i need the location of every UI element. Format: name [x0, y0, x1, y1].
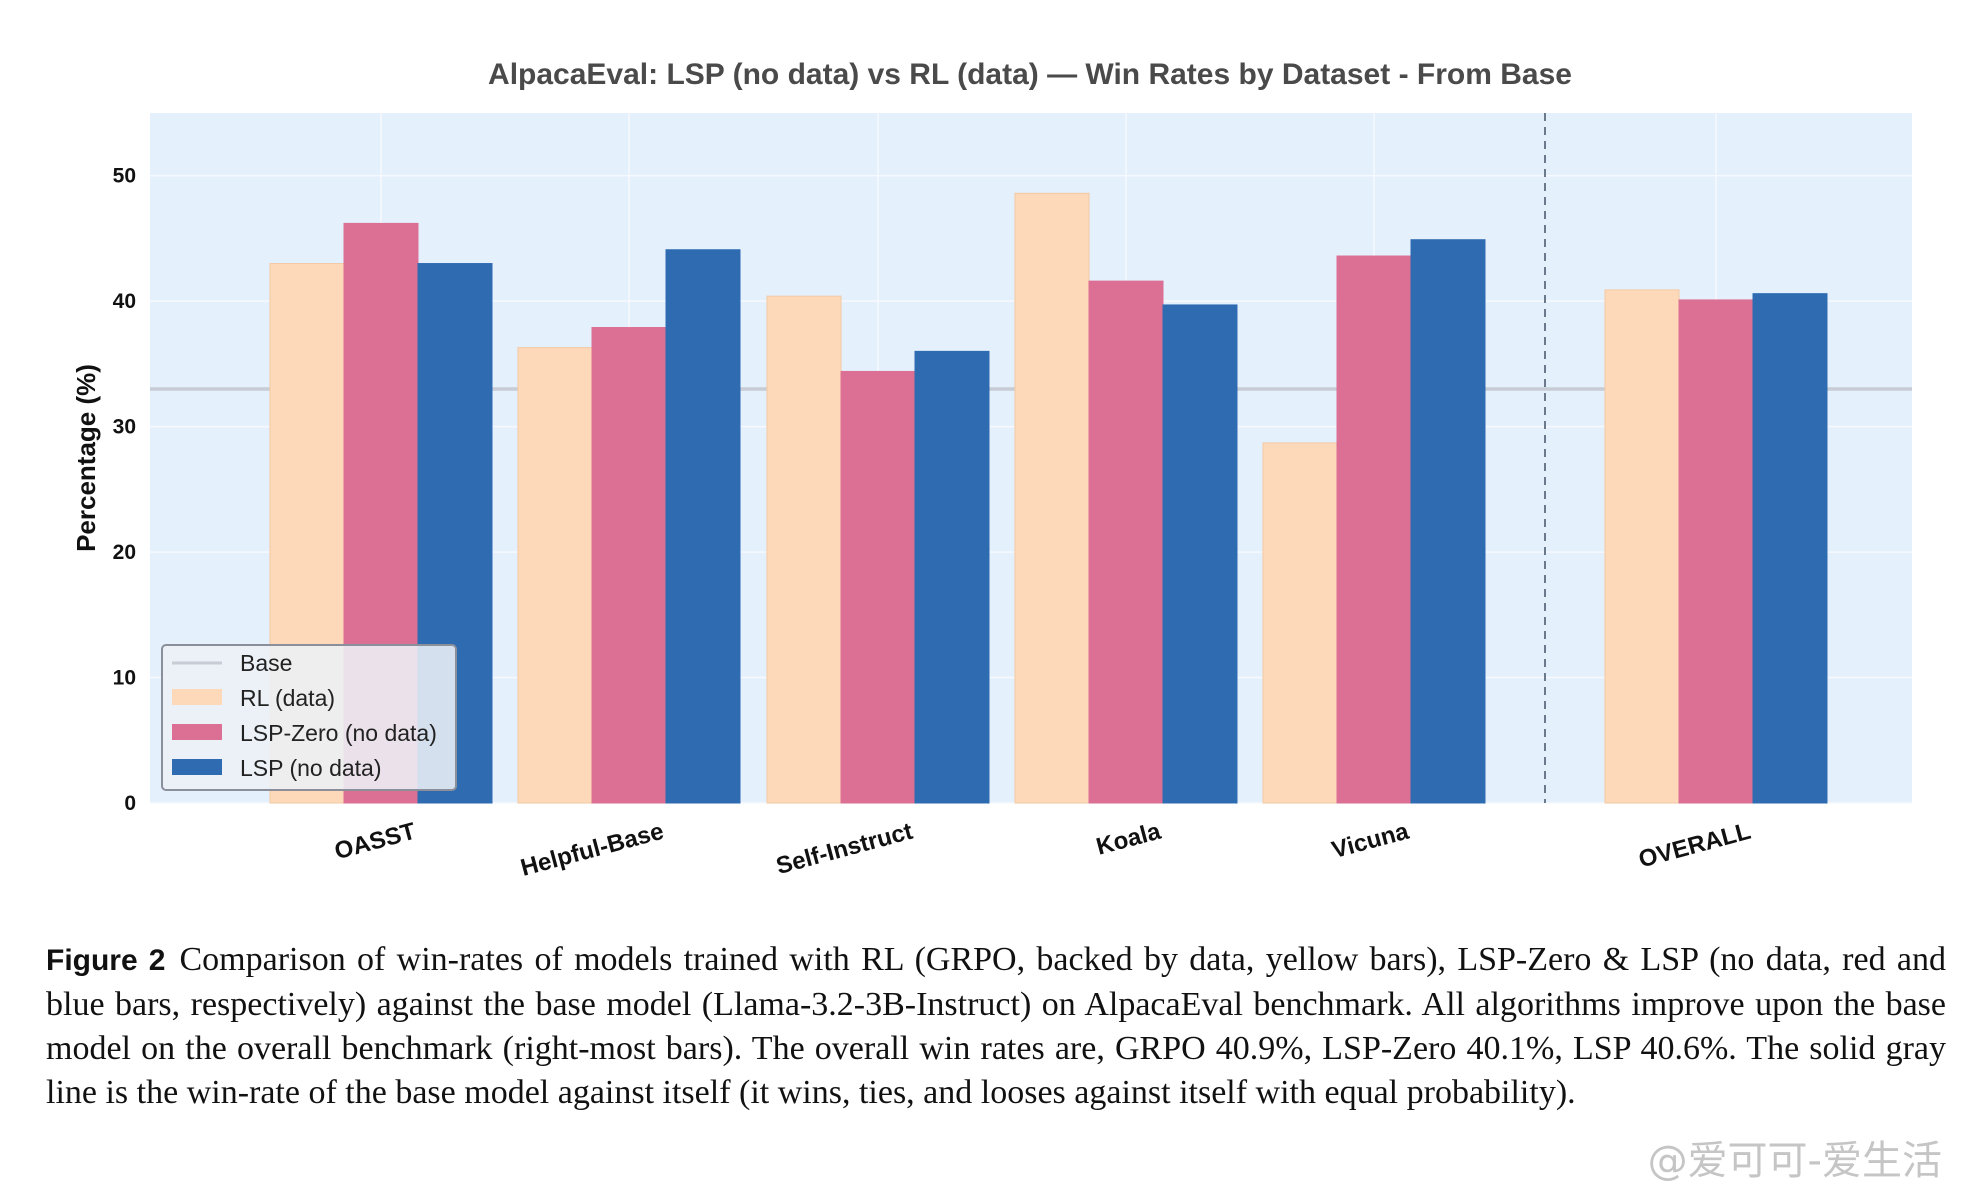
bar-rl-data-self-instruct	[766, 295, 842, 804]
x-tick-label-vicuna: Vicuna	[1329, 818, 1412, 865]
bar-lsp-zero-no-data-helpful-base	[591, 327, 667, 804]
legend-label-lsp: LSP (no data)	[240, 755, 382, 781]
y-tick-label-0: 0	[124, 792, 136, 815]
legend-label-base: Base	[240, 650, 292, 676]
bar-rl-data-koala	[1014, 192, 1090, 804]
legend-box	[161, 644, 457, 791]
x-tick-label-overall: OVERALL	[1636, 818, 1754, 874]
y-tick-label-5: 50	[113, 165, 136, 188]
y-tick-label-1: 10	[113, 667, 136, 690]
chart-title: AlpacaEval: LSP (no data) vs RL (data) —…	[488, 58, 1572, 91]
figure-caption: Figure 2 Comparison of win-rates of model…	[46, 938, 1946, 1115]
bar-rl-data-overall	[1604, 289, 1680, 804]
bar-lsp-no-data-helpful-base	[665, 249, 741, 804]
bar-lsp-zero-no-data-overall	[1678, 299, 1754, 804]
x-tick-label-self-instruct: Self-Instruct	[773, 818, 915, 880]
y-axis-label: Percentage (%)	[71, 364, 101, 552]
bar-lsp-zero-no-data-self-instruct	[840, 370, 916, 804]
x-tick-label-oasst: OASST	[332, 818, 419, 866]
bar-lsp-no-data-overall	[1752, 293, 1828, 804]
watermark: @爱可可-爱生活	[1647, 1138, 1942, 1184]
y-tick-label-4: 40	[113, 290, 136, 313]
legend-swatch-lsp-zero	[172, 724, 222, 740]
y-tick-label-2: 20	[113, 541, 136, 564]
caption-label: Figure 2	[46, 944, 166, 977]
bar-lsp-no-data-vicuna	[1410, 239, 1486, 804]
y-tick-label-3: 30	[113, 416, 136, 439]
bar-chart: AlpacaEval: LSP (no data) vs RL (data) —…	[71, 58, 1912, 882]
bar-lsp-no-data-koala	[1162, 304, 1238, 804]
legend-swatch-lsp	[172, 759, 222, 775]
bar-lsp-zero-no-data-vicuna	[1336, 255, 1412, 804]
legend-label-lsp-zero: LSP-Zero (no data)	[240, 720, 437, 746]
x-tick-labels: OASST Helpful-Base Self-Instruct Koala Vicun…	[332, 818, 1754, 882]
x-tick-label-helpful-base: Helpful-Base	[518, 818, 667, 882]
bar-lsp-no-data-self-instruct	[914, 350, 990, 804]
legend: Base RL (data) LSP-Zero (no data) LSP (n…	[161, 644, 457, 791]
x-tick-label-koala: Koala	[1093, 818, 1164, 861]
bar-rl-data-helpful-base	[517, 347, 593, 804]
y-tick-labels: 0 10 20 30 40 50	[113, 165, 136, 815]
legend-swatch-rl	[172, 689, 222, 705]
bar-lsp-zero-no-data-koala	[1088, 280, 1164, 804]
bar-rl-data-vicuna	[1262, 442, 1338, 804]
caption-text: Comparison of win-rates of models traine…	[46, 941, 1946, 1111]
legend-label-rl: RL (data)	[240, 685, 335, 711]
